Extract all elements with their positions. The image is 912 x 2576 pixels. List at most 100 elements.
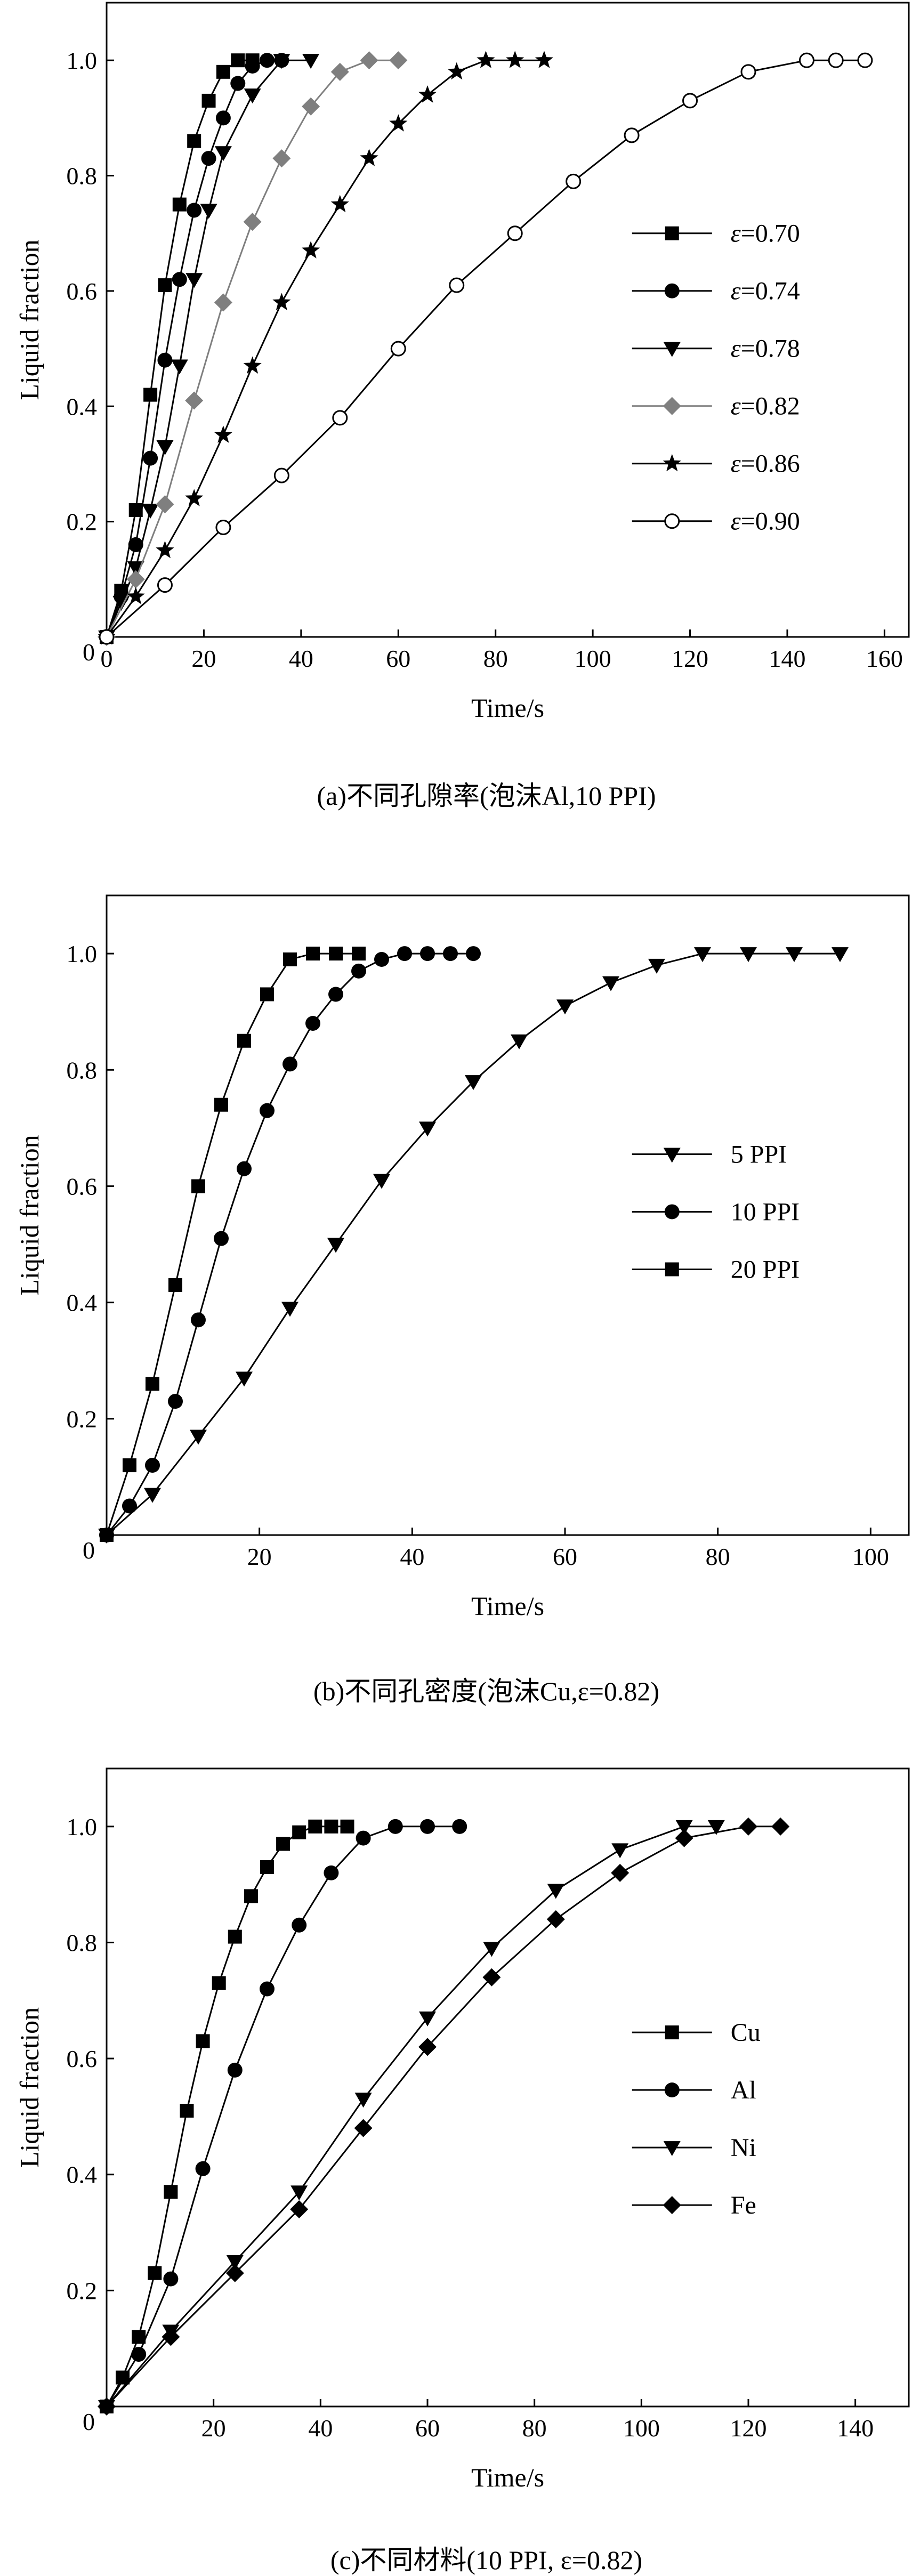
data-point bbox=[546, 1910, 565, 1928]
data-point bbox=[740, 947, 757, 963]
data-point bbox=[449, 277, 465, 293]
data-point bbox=[506, 51, 524, 68]
data-point bbox=[215, 519, 231, 535]
x-tick-label: 60 bbox=[386, 645, 410, 672]
legend-marker bbox=[664, 1204, 680, 1220]
y-tick-label: 0.6 bbox=[67, 278, 98, 305]
data-point bbox=[389, 114, 408, 132]
x-tick-label: 0 bbox=[101, 645, 113, 672]
data-point bbox=[602, 976, 619, 991]
data-point bbox=[168, 1278, 182, 1292]
x-tick-label: 60 bbox=[415, 2415, 440, 2442]
series-line bbox=[106, 59, 399, 637]
data-point bbox=[230, 76, 246, 91]
data-point bbox=[260, 53, 275, 68]
legend-label: ε=0.74 bbox=[731, 277, 800, 305]
y-tick-label: 0.4 bbox=[67, 1289, 98, 1317]
data-point bbox=[420, 946, 435, 962]
data-point bbox=[420, 1819, 435, 1834]
series-1 bbox=[100, 1819, 354, 2413]
data-point bbox=[187, 134, 201, 148]
x-tick-label: 80 bbox=[522, 2415, 547, 2442]
y-tick-label: 0.4 bbox=[67, 2161, 98, 2189]
data-point bbox=[158, 278, 172, 293]
legend-item: Ni bbox=[632, 2134, 756, 2162]
data-point bbox=[187, 203, 202, 218]
data-point bbox=[302, 97, 320, 116]
data-point bbox=[98, 2397, 116, 2416]
data-point bbox=[547, 1884, 564, 1899]
data-point bbox=[99, 629, 115, 645]
data-point bbox=[511, 1034, 528, 1049]
data-point bbox=[243, 356, 262, 374]
legend-item: ε=0.82 bbox=[632, 392, 800, 421]
data-point bbox=[832, 947, 849, 963]
data-point bbox=[276, 1837, 290, 1851]
y-tick-label: 0.8 bbox=[67, 1929, 98, 1956]
legend-item: Fe bbox=[632, 2191, 756, 2219]
data-point bbox=[302, 241, 320, 259]
chart-panel-3: 20 40 60 80 100 120 140 0 0.2 0.4 0.6 0.8 1.0 Time/s L… bbox=[14, 1767, 910, 2575]
data-point bbox=[292, 1825, 306, 1839]
x-tick-label: 40 bbox=[289, 645, 313, 672]
legend-label: 10 PPI bbox=[731, 1198, 800, 1226]
series-line bbox=[106, 1826, 781, 2408]
data-point bbox=[156, 495, 174, 514]
data-point bbox=[214, 1097, 228, 1112]
data-point bbox=[143, 450, 158, 466]
data-point bbox=[273, 467, 289, 483]
data-point bbox=[374, 952, 389, 967]
data-point bbox=[162, 2328, 180, 2346]
y-axis-label: Liquid fraction bbox=[14, 239, 44, 400]
x-tick-label: 140 bbox=[769, 645, 805, 672]
x-axis-label: Time/s bbox=[471, 2462, 544, 2492]
legend-label: ε=0.86 bbox=[731, 450, 800, 478]
x-tick-label: 100 bbox=[575, 645, 611, 672]
data-point bbox=[465, 1075, 482, 1091]
data-point bbox=[306, 947, 320, 961]
y-tick-label: 0.6 bbox=[67, 2045, 98, 2072]
data-point bbox=[260, 1981, 275, 1997]
data-point bbox=[624, 127, 640, 143]
data-point bbox=[675, 1829, 693, 1847]
y-axis-label: Liquid fraction bbox=[14, 2007, 44, 2168]
data-point bbox=[143, 387, 158, 402]
figure-caption: (c)不同材料(10 PPI, ε=0.82) bbox=[330, 2545, 642, 2575]
data-point bbox=[260, 1103, 275, 1118]
data-point bbox=[214, 1231, 229, 1246]
data-point bbox=[330, 62, 349, 81]
legend: 5 PPI 10 PPI 20 PPI bbox=[632, 1140, 800, 1283]
x-tick-label: 100 bbox=[623, 2415, 660, 2442]
data-point bbox=[180, 2104, 194, 2118]
data-point bbox=[122, 1498, 137, 1514]
legend-item: ε=0.90 bbox=[632, 507, 800, 536]
data-point bbox=[507, 225, 523, 241]
legend-marker bbox=[663, 1148, 681, 1163]
data-point bbox=[308, 1819, 322, 1834]
data-point bbox=[305, 1016, 320, 1031]
legend-label: Al bbox=[731, 2076, 756, 2104]
data-point bbox=[148, 2266, 162, 2280]
data-point bbox=[360, 51, 378, 70]
data-point bbox=[682, 93, 698, 109]
x-axis-label: Time/s bbox=[471, 693, 544, 723]
data-point bbox=[611, 1843, 629, 1859]
data-point bbox=[272, 293, 291, 311]
legend-item: ε=0.86 bbox=[632, 450, 800, 478]
data-point bbox=[281, 1302, 298, 1317]
legend-marker bbox=[665, 1262, 679, 1277]
data-point bbox=[535, 51, 553, 68]
x-tick-label: 60 bbox=[553, 1543, 577, 1570]
data-point bbox=[214, 425, 232, 443]
plot-frame bbox=[106, 1767, 910, 2408]
data-point bbox=[237, 1033, 251, 1048]
legend-marker bbox=[663, 397, 681, 415]
x-axis-label: Time/s bbox=[471, 1591, 544, 1621]
legend-marker bbox=[663, 2196, 681, 2215]
data-point bbox=[131, 2347, 147, 2362]
data-point bbox=[360, 149, 378, 166]
data-point bbox=[191, 1179, 205, 1193]
series-6 bbox=[99, 52, 873, 645]
y-tick-label: 0.2 bbox=[67, 508, 98, 536]
data-point bbox=[443, 946, 458, 962]
